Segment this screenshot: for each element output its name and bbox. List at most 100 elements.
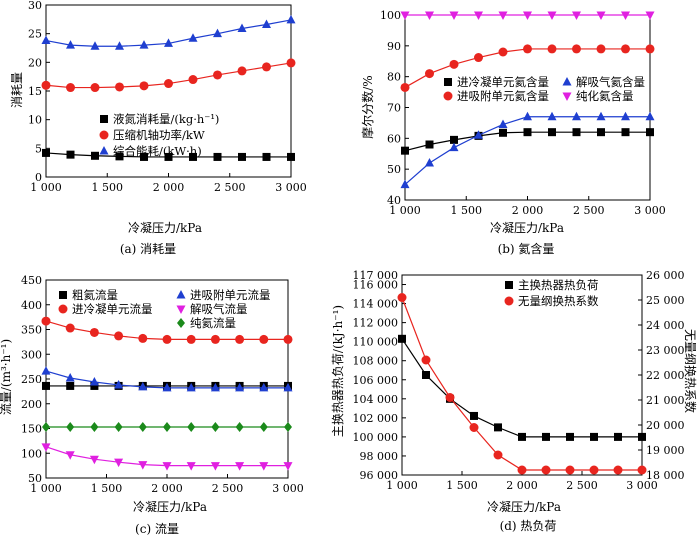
legend-marker (176, 305, 186, 314)
data-point (449, 142, 459, 152)
data-point (445, 393, 455, 402)
data-point (164, 79, 173, 89)
legend-label: 进吸附单元氦含量 (457, 89, 549, 103)
legend-label: 纯氦流量 (190, 316, 236, 330)
data-point (572, 44, 581, 54)
data-point (186, 462, 196, 471)
data-point (188, 33, 198, 42)
y-tick-label: 102 000 (353, 412, 399, 425)
data-point (211, 422, 220, 433)
data-point (470, 411, 478, 420)
y-axis-label: 摩尔分数/% (360, 75, 375, 138)
data-point (596, 11, 606, 20)
data-point (498, 119, 508, 128)
data-point (590, 432, 598, 441)
y-tick-label: 96 000 (360, 469, 399, 482)
plot-frame (404, 14, 651, 201)
data-point (189, 152, 197, 161)
data-point (523, 11, 532, 20)
y2-tick-label: 26 000 (646, 269, 685, 282)
data-point (425, 140, 434, 149)
x-tick-label: 2 000 (153, 181, 185, 194)
y2-tick-label: 18 000 (646, 469, 685, 482)
data-point (397, 293, 407, 302)
x-tick-label: 3 000 (626, 479, 658, 492)
data-point (517, 465, 527, 475)
data-point (66, 150, 75, 159)
legend-label: 主换热器热负荷 (518, 278, 599, 292)
chart-a: 1 000 1 500 2 000 2 500 3 000 0 5 10 15 20 25 30 冷凝压… (10, 0, 307, 256)
data-point (572, 11, 581, 20)
data-point (548, 128, 556, 137)
y-tick-label: 350 (21, 324, 42, 337)
legend-label: 综合能耗/(kW·h) (113, 144, 202, 158)
data-point (286, 58, 296, 68)
legend-marker (176, 290, 186, 299)
data-point (469, 423, 479, 432)
y-tick-label: 106 000 (353, 374, 399, 387)
data-point (41, 80, 51, 90)
data-point (41, 316, 51, 326)
data-point (400, 179, 410, 189)
data-point (89, 327, 99, 337)
data-point (565, 465, 575, 475)
data-point (547, 111, 557, 121)
legend-label: 进吸附单元流量 (190, 288, 271, 302)
data-point (186, 334, 196, 344)
legend-label: 进冷凝单元氦含量 (457, 75, 549, 89)
y2-tick-label: 22 000 (646, 369, 685, 382)
legend-marker (99, 146, 109, 155)
data-point (287, 152, 295, 161)
data-point (645, 44, 655, 54)
x-tick-label: 1 000 (389, 204, 421, 217)
data-point (621, 11, 630, 20)
y-tick-label: 200 (21, 398, 42, 411)
data-point (518, 432, 526, 441)
data-point (139, 40, 149, 49)
data-point (114, 458, 124, 468)
x-tick-label: 1 500 (91, 482, 123, 495)
y2-tick-label: 21 000 (646, 394, 685, 407)
data-point (187, 422, 196, 433)
data-point (210, 462, 220, 471)
y-tick-label: 40 (387, 194, 401, 207)
y-axis-label: 流量/(m³·h⁻¹) (0, 339, 13, 415)
y-tick-label: 100 (380, 9, 401, 22)
legend-label: 无量纲换热系数 (518, 294, 599, 308)
data-point (262, 152, 271, 161)
legend-label: 液氮消耗量/(kg·h⁻¹) (113, 112, 219, 126)
y-tick-label: 104 000 (353, 393, 399, 406)
y-tick-label: 300 (21, 348, 42, 361)
data-point (114, 331, 124, 341)
y2-tick-label: 23 000 (646, 344, 685, 357)
y-tick-label: 100 (21, 447, 42, 460)
data-point (210, 382, 220, 392)
data-point (614, 432, 622, 441)
y-tick-label: 30 (28, 0, 42, 12)
data-point (90, 422, 99, 433)
data-point (162, 334, 172, 344)
data-point (400, 82, 410, 92)
data-point (139, 81, 149, 91)
data-point (65, 373, 75, 382)
data-point (138, 381, 148, 391)
data-point (66, 381, 75, 390)
legend-marker (562, 77, 572, 86)
data-point (259, 382, 269, 392)
x-tick-label: 2 500 (573, 204, 605, 217)
y-tick-label: 20 (28, 56, 42, 69)
data-point (91, 151, 99, 160)
chart-c: 1 000 1 500 2 000 2 500 3 000 50 100 150 200 250 3… (0, 274, 304, 536)
data-point (400, 11, 410, 20)
y-tick-label: 0 (35, 171, 42, 184)
data-point (259, 422, 268, 433)
data-point (41, 366, 51, 375)
data-point (89, 455, 99, 465)
y-tick-label: 250 (21, 373, 42, 386)
data-point (547, 11, 557, 20)
data-point (596, 44, 606, 54)
data-point (235, 382, 245, 392)
data-point (140, 152, 148, 161)
y-tick-label: 15 (28, 85, 42, 98)
